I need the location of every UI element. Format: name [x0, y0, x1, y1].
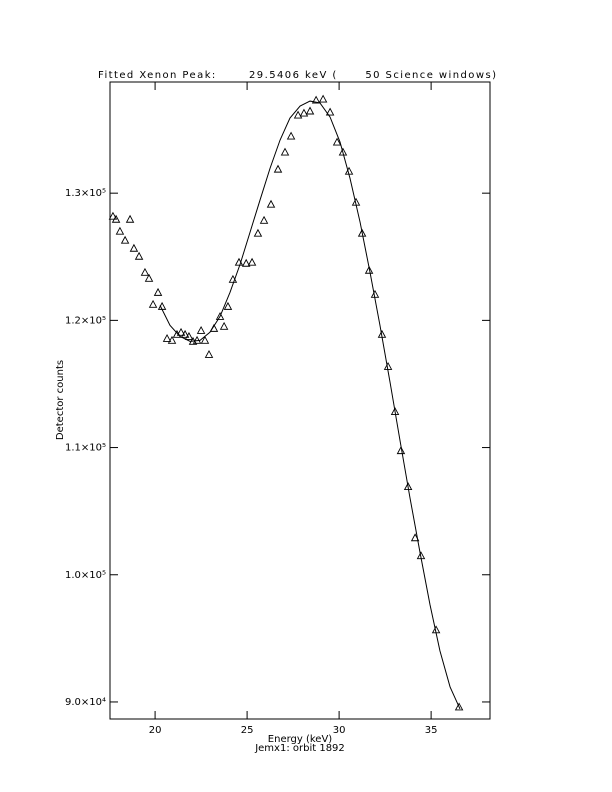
data-point — [108, 211, 118, 220]
x-axis-label: Energy (keV) — [268, 734, 333, 745]
data-point — [259, 215, 269, 224]
data-point — [241, 258, 251, 267]
y-axis-label: Detector counts — [55, 360, 66, 440]
x-tick-label: 35 — [425, 725, 438, 736]
data-point — [219, 321, 229, 330]
x-tick-label: 20 — [149, 725, 162, 736]
data-point — [148, 299, 158, 308]
data-point — [196, 325, 206, 334]
data-point — [134, 251, 144, 260]
y-tick-label: 1.3×10⁵ — [65, 188, 106, 199]
data-point — [390, 407, 400, 416]
y-tick-label: 9.0×10⁴ — [65, 697, 106, 708]
data-point — [129, 243, 139, 252]
y-tick-label: 1.0×10⁵ — [65, 570, 106, 581]
chart-title: Fitted Xenon Peak: 29.5406 keV ( 50 Scie… — [98, 70, 496, 81]
fit-line — [159, 100, 461, 710]
y-tick-label: 1.2×10⁵ — [65, 315, 106, 326]
data-point — [144, 273, 154, 282]
data-point — [286, 131, 296, 140]
data-point — [167, 335, 177, 344]
data-point — [125, 214, 135, 223]
data-point — [318, 94, 328, 103]
x-tick-label: 25 — [241, 725, 254, 736]
data-point — [115, 226, 125, 235]
data-point — [454, 702, 464, 711]
data-point — [325, 107, 335, 116]
plot-frame — [109, 81, 491, 720]
data-point — [215, 311, 225, 320]
data-point — [293, 110, 303, 119]
data-point — [280, 147, 290, 156]
data-point — [338, 147, 348, 156]
data-point — [172, 329, 182, 338]
data-point — [140, 267, 150, 276]
data-point — [305, 106, 315, 115]
data-point — [180, 329, 190, 338]
data-point — [253, 228, 263, 237]
data-point — [120, 235, 130, 244]
data-point — [299, 108, 309, 117]
data-point — [184, 331, 194, 340]
data-point — [153, 287, 163, 296]
data-point — [204, 350, 214, 358]
data-point — [247, 257, 257, 266]
data-point — [396, 446, 406, 455]
data-point — [332, 137, 342, 146]
data-point — [273, 164, 283, 173]
data-point — [357, 228, 367, 237]
x-tick-label: 30 — [333, 725, 346, 736]
data-point — [223, 301, 233, 310]
subtitle: Jemx1: orbit 1892 — [254, 743, 345, 754]
data-point — [176, 327, 186, 336]
data-point — [266, 199, 276, 208]
data-point — [111, 214, 121, 223]
data-point — [162, 333, 172, 342]
data-point — [200, 335, 210, 344]
data-point — [364, 265, 374, 274]
data-point — [311, 95, 321, 104]
y-tick-label: 1.1×10⁵ — [65, 443, 106, 454]
